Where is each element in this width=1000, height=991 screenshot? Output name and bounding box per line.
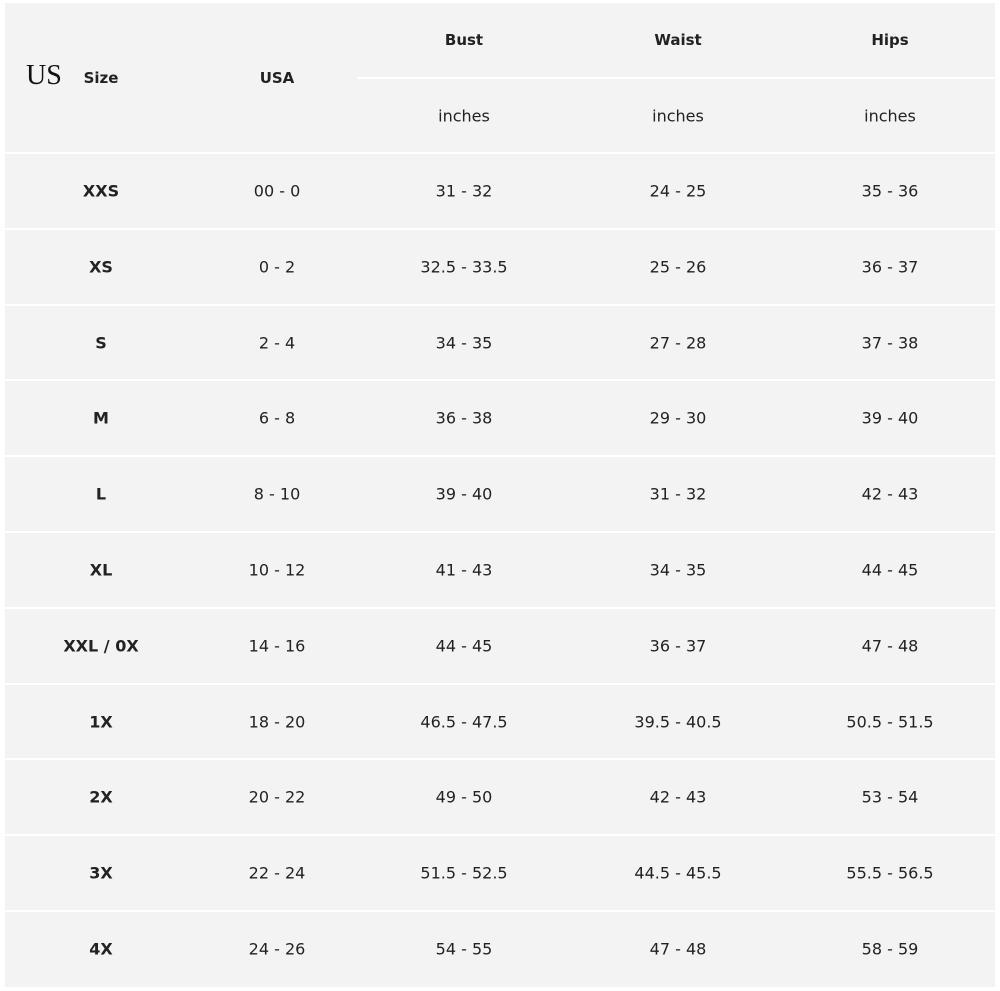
row-divider	[5, 303, 995, 306]
value-cell: 31 - 32	[435, 181, 493, 201]
value-cell: 54 - 55	[435, 939, 493, 959]
value-cell: 25 - 26	[649, 257, 707, 277]
value-cell: 50.5 - 51.5	[846, 712, 934, 731]
value-cell: 24 - 25	[649, 181, 707, 201]
value-cell: 53 - 54	[861, 787, 919, 807]
value-cell: 8 - 10	[253, 484, 301, 504]
value-cell: 10 - 12	[248, 560, 306, 580]
value-cell: 46.5 - 47.5	[420, 712, 508, 731]
value-cell: 35 - 36	[861, 181, 919, 201]
value-cell: 49 - 50	[435, 787, 493, 807]
value-cell: 44.5 - 45.5	[634, 863, 722, 883]
row-divider	[5, 531, 995, 533]
header-cell: Hips	[871, 31, 909, 49]
value-cell: 36 - 38	[435, 408, 493, 428]
value-cell: 39 - 40	[435, 484, 493, 504]
header-cell: USA	[259, 69, 295, 87]
value-cell: 32.5 - 33.5	[420, 257, 508, 277]
header-cell: Waist	[654, 31, 702, 49]
row-divider	[5, 379, 995, 382]
size-cell: 3X	[89, 863, 113, 883]
value-cell: 42 - 43	[861, 484, 919, 504]
size-cell: 1X	[89, 712, 113, 731]
size-cell: XL	[89, 560, 113, 580]
unit-cell: inches	[864, 106, 916, 126]
value-cell: 34 - 35	[435, 333, 493, 352]
value-cell: 24 - 26	[248, 939, 306, 959]
size-cell: M	[93, 408, 109, 428]
value-cell: 6 - 8	[258, 408, 296, 428]
value-cell: 39.5 - 40.5	[634, 712, 722, 731]
size-cell: 4X	[89, 939, 113, 959]
row-divider	[5, 152, 995, 154]
row-divider	[5, 834, 995, 837]
size-cell: S	[95, 333, 107, 352]
value-cell: 36 - 37	[861, 257, 919, 277]
row-divider	[5, 606, 995, 609]
row-divider	[5, 758, 995, 761]
size-cell: L	[95, 484, 107, 504]
row-divider	[5, 910, 995, 912]
value-cell: 34 - 35	[649, 560, 707, 580]
value-cell: 20 - 22	[248, 787, 306, 807]
value-cell: 42 - 43	[649, 787, 707, 807]
unit-cell: inches	[652, 106, 704, 126]
value-cell: 2 - 4	[258, 333, 296, 352]
value-cell: 47 - 48	[861, 636, 919, 656]
value-cell: 18 - 20	[248, 712, 306, 731]
value-cell: 22 - 24	[248, 863, 306, 883]
size-table: Size USA Bust inches Waist inches Hips inches XX…	[5, 3, 995, 987]
size-cell: XXL / 0X	[63, 636, 139, 656]
value-cell: 41 - 43	[435, 560, 493, 580]
row-divider	[5, 227, 995, 230]
value-cell: 00 - 0	[253, 181, 301, 201]
value-cell: 31 - 32	[649, 484, 707, 504]
value-cell: 58 - 59	[861, 939, 919, 959]
value-cell: 27 - 28	[649, 333, 707, 352]
value-cell: 39 - 40	[861, 408, 919, 428]
value-cell: 37 - 38	[861, 333, 919, 352]
header-cell: Bust	[444, 31, 484, 49]
value-cell: 14 - 16	[248, 636, 306, 656]
row-divider	[5, 455, 995, 458]
value-cell: 51.5 - 52.5	[420, 863, 508, 883]
value-cell: 47 - 48	[649, 939, 707, 959]
size-cell: XXS	[82, 181, 120, 201]
header-cell: Size	[83, 69, 119, 87]
row-divider	[357, 77, 995, 79]
value-cell: 0 - 2	[258, 257, 296, 277]
size-cell: 2X	[89, 787, 113, 807]
row-divider	[5, 682, 995, 685]
value-cell: 36 - 37	[649, 636, 707, 656]
table-prefix: US	[26, 60, 62, 91]
unit-cell: inches	[438, 106, 490, 126]
size-cell: XS	[89, 257, 113, 277]
value-cell: 44 - 45	[435, 636, 493, 656]
value-cell: 44 - 45	[861, 560, 919, 580]
value-cell: 29 - 30	[649, 408, 707, 428]
value-cell: 55.5 - 56.5	[846, 863, 934, 883]
